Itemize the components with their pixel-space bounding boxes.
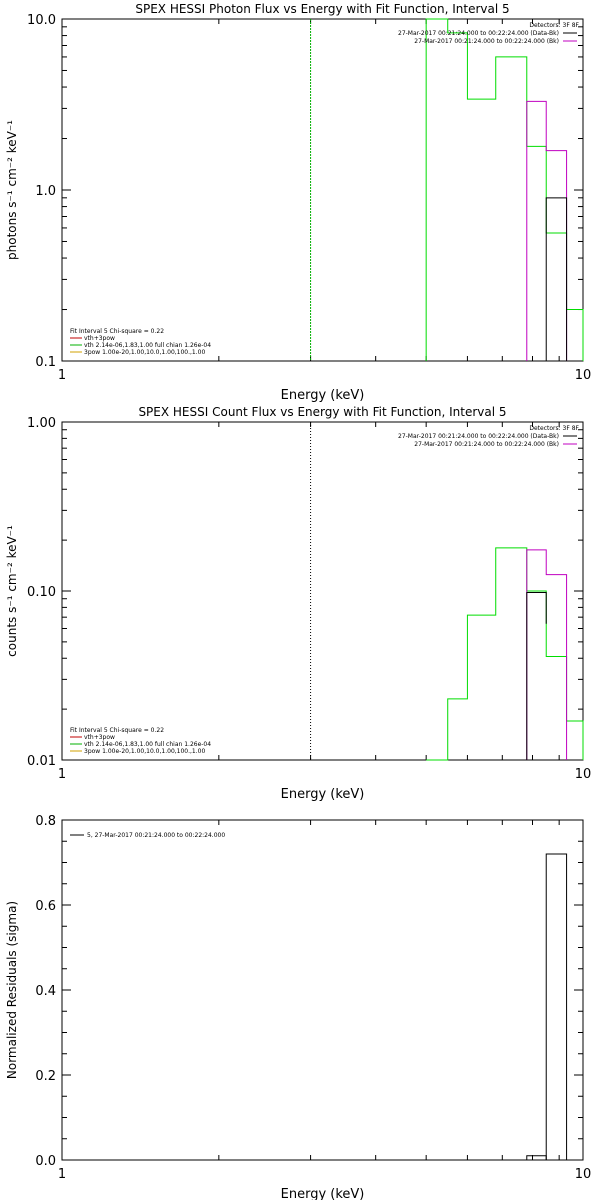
chart-title: SPEX HESSI Photon Flux vs Energy with Fi…: [135, 2, 509, 16]
legend-label: 5, 27-Mar-2017 00:21:24.000 to 00:22:24.…: [87, 832, 225, 839]
legend-label: 27-Mar-2017 00:21:24.000 to 00:22:24.000…: [398, 30, 559, 37]
y-tick-label: 0.4: [35, 984, 56, 999]
x-tick-label: 1: [58, 767, 66, 782]
x-tick-label: 10: [575, 767, 592, 782]
fit-legend-label: 3pow 1.00e-20,1.00,10.0,1.00,100.,1.00: [84, 748, 205, 755]
legend-label: 27-Mar-2017 00:21:24.000 to 00:22:24.000…: [414, 38, 559, 45]
y-tick-label: 1.00: [27, 416, 56, 431]
spectrum-series-3: [545, 197, 568, 361]
legend-label: 27-Mar-2017 00:21:24.000 to 00:22:24.000…: [414, 441, 559, 448]
fit-header: Fit Interval 5 Chi-square = 0.22: [70, 727, 164, 734]
chart-panel-3: 1 10 0.0 0.2 0.4 0.6 0.8 Energy (keV) Normalized…: [5, 814, 591, 1200]
y-tick-label: 0.8: [35, 814, 56, 829]
detector-label: Detectors: 3F 8F: [529, 22, 579, 29]
spectrum-series-3: [526, 591, 547, 760]
residual-bar: [526, 1155, 547, 1161]
x-tick-label: 10: [575, 368, 592, 383]
fit-legend-label: vth+3pow: [84, 335, 115, 342]
plot-frame: [61, 421, 584, 761]
spectrum-series-2: [526, 100, 568, 361]
fit-legend-label: vth 2.14e-06,1.83,1.00 full chian 1.26e-…: [84, 741, 211, 748]
y-tick-label: 1.0: [35, 184, 56, 199]
x-axis-label: Energy (keV): [281, 388, 365, 403]
y-tick-label: 0.0: [35, 1154, 56, 1169]
y-axis-label: counts s⁻¹ cm⁻² keV⁻¹: [5, 525, 19, 657]
spectrum-series-2: [526, 549, 568, 760]
plot-frame: [61, 819, 584, 1161]
y-tick-label: 0.01: [27, 754, 56, 769]
y-tick-label: 0.10: [27, 585, 56, 600]
fit-header: Fit Interval 5 Chi-square = 0.22: [70, 328, 164, 335]
chart-panel-1: 1 10 0.1 1.0 10.0 SPEX HESSI Photon Flux vs E…: [5, 2, 591, 403]
x-tick-label: 1: [58, 368, 66, 383]
chart-title: SPEX HESSI Count Flux vs Energy with Fit…: [138, 405, 506, 419]
fit-legend-label: vth 2.14e-06,1.83,1.00 full chian 1.26e-…: [84, 342, 211, 349]
y-tick-label: 0.1: [35, 355, 56, 370]
legend-label: 27-Mar-2017 00:21:24.000 to 00:22:24.000…: [398, 433, 559, 440]
y-tick-label: 0.6: [35, 899, 56, 914]
y-tick-label: 10.0: [27, 13, 56, 28]
spectrum-series-1: [426, 547, 584, 761]
plot-frame: [61, 18, 584, 362]
x-tick-label: 10: [575, 1167, 592, 1182]
y-tick-label: 0.2: [35, 1069, 56, 1084]
detector-label: Detectors: 3F 8F: [529, 425, 579, 432]
residual-bar: [545, 853, 568, 1161]
fit-legend-label: vth+3pow: [84, 734, 115, 741]
y-axis-label: photons s⁻¹ cm⁻² keV⁻¹: [5, 120, 19, 260]
spectrum-series-1: [425, 18, 584, 361]
y-axis-label: Normalized Residuals (sigma): [5, 901, 19, 1079]
chart-panel-2: 1 10 0.01 0.10 1.00 SPEX HESSI Count Flux vs …: [5, 405, 591, 802]
x-axis-label: Energy (keV): [281, 787, 365, 802]
fit-legend-label: 3pow 1.00e-20,1.00,10.0,1.00,100.,1.00: [84, 349, 205, 356]
x-axis-label: Energy (keV): [281, 1187, 365, 1200]
x-tick-label: 1: [58, 1167, 66, 1182]
